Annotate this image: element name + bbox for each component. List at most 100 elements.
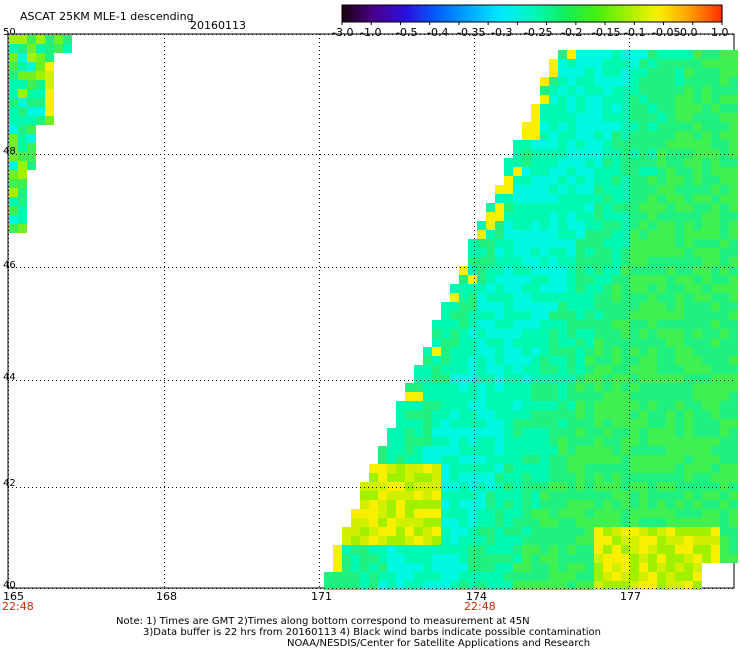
- data-cell: [549, 293, 558, 302]
- data-cell: [36, 35, 45, 44]
- data-cell: [612, 104, 621, 113]
- data-cell: [711, 428, 720, 437]
- colorbar-slice: [612, 5, 615, 22]
- data-cell: [504, 275, 513, 284]
- data-cell: [666, 77, 675, 86]
- data-cell: [711, 482, 720, 491]
- data-cell: [621, 302, 630, 311]
- colorbar-slice: [492, 5, 495, 22]
- data-cell: [477, 239, 486, 248]
- data-cell: [648, 302, 657, 311]
- data-cell: [630, 311, 639, 320]
- data-cell: [702, 500, 711, 509]
- data-cell: [450, 464, 459, 473]
- data-cell: [675, 347, 684, 356]
- data-cell: [369, 500, 378, 509]
- data-cell: [729, 374, 738, 383]
- lon-label-165: 165: [3, 590, 24, 603]
- data-cell: [576, 347, 585, 356]
- data-cell: [612, 500, 621, 509]
- data-cell: [486, 545, 495, 554]
- data-cell: [702, 248, 711, 257]
- data-cell: [414, 536, 423, 545]
- data-cell: [720, 248, 729, 257]
- data-cell: [729, 482, 738, 491]
- data-cell: [432, 581, 441, 590]
- data-cell: [630, 527, 639, 536]
- data-cell: [18, 143, 27, 152]
- data-cell: [522, 293, 531, 302]
- data-cell: [567, 446, 576, 455]
- data-cell: [522, 491, 531, 500]
- data-cell: [567, 563, 576, 572]
- data-cell: [693, 68, 702, 77]
- data-cell: [531, 365, 540, 374]
- data-cell: [9, 44, 18, 53]
- data-cell: [729, 167, 738, 176]
- data-cell: [513, 527, 522, 536]
- data-cell: [666, 167, 675, 176]
- data-cell: [684, 482, 693, 491]
- data-cell: [432, 500, 441, 509]
- data-cell: [675, 338, 684, 347]
- data-cell: [648, 176, 657, 185]
- data-cell: [468, 248, 477, 257]
- data-cell: [639, 347, 648, 356]
- data-cell: [468, 491, 477, 500]
- data-cell: [567, 554, 576, 563]
- data-cell: [729, 212, 738, 221]
- data-cell: [531, 509, 540, 518]
- data-cell: [513, 293, 522, 302]
- data-cell: [729, 257, 738, 266]
- data-cell: [369, 482, 378, 491]
- data-cell: [441, 563, 450, 572]
- data-cell: [585, 419, 594, 428]
- data-cell: [594, 230, 603, 239]
- data-cell: [477, 473, 486, 482]
- data-cell: [531, 329, 540, 338]
- data-cell: [558, 311, 567, 320]
- data-cell: [522, 203, 531, 212]
- data-cell: [432, 563, 441, 572]
- data-cell: [450, 329, 459, 338]
- data-cell: [576, 239, 585, 248]
- data-cell: [675, 284, 684, 293]
- data-cell: [540, 239, 549, 248]
- data-cell: [540, 383, 549, 392]
- data-cell: [459, 581, 468, 590]
- data-cell: [639, 104, 648, 113]
- data-cell: [693, 284, 702, 293]
- data-cell: [639, 410, 648, 419]
- data-cell: [711, 230, 720, 239]
- data-cell: [522, 536, 531, 545]
- data-cell: [666, 410, 675, 419]
- data-cell: [549, 536, 558, 545]
- data-cell: [351, 572, 360, 581]
- colorbar-slice: [460, 5, 463, 22]
- data-cell: [612, 320, 621, 329]
- data-cell: [603, 131, 612, 140]
- data-cell: [720, 365, 729, 374]
- data-cell: [621, 104, 630, 113]
- data-cell: [720, 275, 729, 284]
- data-cell: [603, 518, 612, 527]
- data-cell: [684, 158, 693, 167]
- lat-label-48: 48: [3, 146, 16, 157]
- data-cell: [468, 266, 477, 275]
- data-cell: [639, 500, 648, 509]
- data-cell: [360, 536, 369, 545]
- data-cell: [441, 554, 450, 563]
- data-cell: [639, 86, 648, 95]
- data-cell: [666, 446, 675, 455]
- data-cell: [360, 527, 369, 536]
- data-cell: [333, 554, 342, 563]
- data-cell: [639, 572, 648, 581]
- data-cell: [558, 572, 567, 581]
- data-cell: [576, 419, 585, 428]
- data-cell: [693, 374, 702, 383]
- data-cell: [648, 392, 657, 401]
- data-cell: [576, 185, 585, 194]
- data-cell: [684, 194, 693, 203]
- data-cell: [513, 374, 522, 383]
- data-cell: [513, 446, 522, 455]
